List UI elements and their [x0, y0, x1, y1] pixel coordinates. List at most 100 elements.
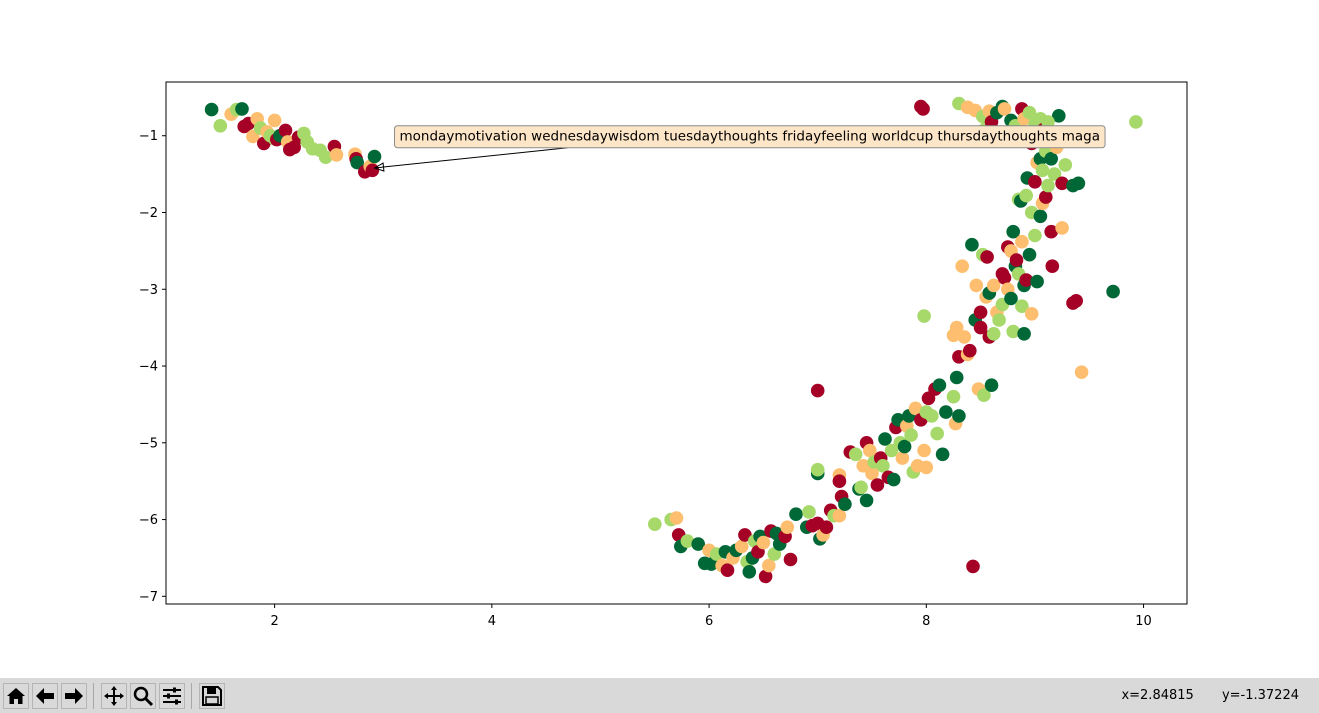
scatter-point — [963, 343, 977, 358]
scatter-point — [919, 460, 934, 475]
scatter-point — [204, 102, 219, 117]
scatter-point — [1045, 259, 1060, 274]
scatter-point — [1074, 365, 1089, 380]
scatter-point — [973, 320, 988, 335]
forward-button[interactable] — [61, 682, 87, 709]
annotation-arrow — [374, 147, 568, 169]
scatter-point — [986, 327, 1001, 341]
y-tick-label: −2 — [139, 206, 158, 221]
scatter-point — [935, 447, 950, 462]
scatter-point — [895, 451, 910, 465]
scatter-point — [965, 237, 979, 252]
scatter-point — [1058, 158, 1073, 172]
scatter-point — [930, 426, 944, 441]
x-tick-label: 10 — [1135, 614, 1152, 629]
scatter-point — [691, 537, 705, 551]
scatter-point — [992, 313, 1006, 327]
scatter-point — [1022, 105, 1037, 120]
scatter-point — [1052, 109, 1066, 123]
scatter-point — [1035, 163, 1050, 178]
scatter-point — [235, 102, 249, 116]
scatter-point — [742, 565, 757, 579]
scatter-point — [762, 558, 776, 573]
x-coordinate-readout: x=2.84815 — [1121, 688, 1194, 703]
x-tick-label: 6 — [705, 614, 713, 629]
scatter-point — [939, 405, 953, 419]
y-tick-label: −1 — [139, 129, 158, 144]
scatter-point — [1028, 175, 1042, 189]
home-icon — [7, 687, 25, 704]
save-icon — [202, 685, 222, 706]
scatter-point — [946, 389, 961, 404]
scatter-point — [949, 370, 964, 385]
scatter-point — [1015, 234, 1029, 249]
scatter-point — [780, 520, 795, 534]
back-button[interactable] — [32, 682, 58, 709]
navigation-toolbar — [0, 678, 1319, 713]
y-tick-label: −7 — [139, 590, 158, 605]
scatter-chart: 2 4 6 8 10 −1 −2 −3 −4 −5 −6 −7 mondaymotivation w… — [139, 81, 1188, 629]
y-tick-label: −4 — [139, 360, 158, 375]
scatter-point — [783, 552, 798, 567]
scatter-point — [267, 113, 282, 128]
scatter-point — [350, 155, 365, 170]
x-tick-label: 8 — [922, 614, 930, 629]
scatter-point — [1019, 188, 1033, 203]
scatter-point — [908, 401, 923, 416]
scatter-point — [802, 505, 816, 519]
scatter-point — [704, 557, 719, 571]
scatter-point — [870, 478, 885, 492]
x-axis: 2 4 6 8 10 — [270, 604, 1152, 629]
zoom-button[interactable] — [130, 682, 156, 709]
scatter-point — [966, 559, 980, 574]
scatter-point — [734, 539, 749, 554]
x-tick-label: 2 — [270, 614, 278, 629]
scatter-point — [789, 507, 803, 521]
scatter-point — [1006, 224, 1020, 239]
pan-button[interactable] — [101, 682, 127, 709]
scatter-point — [1028, 228, 1042, 243]
scatter-point — [973, 305, 988, 320]
scatter-point — [952, 409, 966, 423]
scatter-point — [1004, 291, 1018, 306]
scatter-point — [213, 119, 228, 133]
scatter-point — [1044, 152, 1058, 166]
scatter-point — [1047, 167, 1062, 181]
y-tick-label: −3 — [139, 283, 158, 298]
scatter-point — [838, 497, 852, 512]
scatter-point — [986, 278, 1001, 293]
configure-subplots-button[interactable] — [159, 682, 185, 709]
points-layer — [204, 96, 1143, 584]
y-tick-label: −6 — [139, 513, 158, 528]
back-arrow-icon — [36, 687, 54, 704]
scatter-point — [680, 534, 695, 548]
cursor-coordinates: x=2.84815 y=-1.37224 — [1097, 688, 1299, 703]
save-button[interactable] — [199, 682, 225, 709]
scatter-point — [1055, 176, 1069, 191]
scatter-point — [984, 378, 999, 393]
annotation-text: mondaymotivation wednesdaywisdom tuesday… — [400, 129, 1101, 145]
zoom-icon — [133, 686, 154, 706]
scatter-point — [854, 480, 868, 495]
scatter-point — [738, 528, 752, 542]
scatter-point — [1024, 307, 1039, 321]
configure-subplots-icon — [163, 687, 181, 704]
scatter-point — [1129, 115, 1143, 129]
scatter-point — [648, 517, 662, 531]
scatter-point — [904, 428, 918, 442]
scatter-point — [1055, 221, 1069, 235]
scatter-point — [977, 388, 991, 403]
scatter-point — [1044, 224, 1058, 239]
scatter-point — [1041, 178, 1055, 193]
annotation: mondaymotivation wednesdaywisdom tuesday… — [373, 125, 1106, 172]
x-tick-label: 4 — [488, 614, 496, 629]
scatter-point — [916, 102, 930, 116]
scatter-point — [756, 535, 771, 550]
scatter-point — [856, 459, 871, 473]
scatter-point — [669, 511, 684, 525]
scatter-point — [980, 250, 994, 264]
scatter-point — [367, 149, 382, 164]
home-button[interactable] — [3, 682, 29, 709]
scatter-point — [1009, 253, 1024, 267]
annotation-box — [394, 125, 1106, 149]
